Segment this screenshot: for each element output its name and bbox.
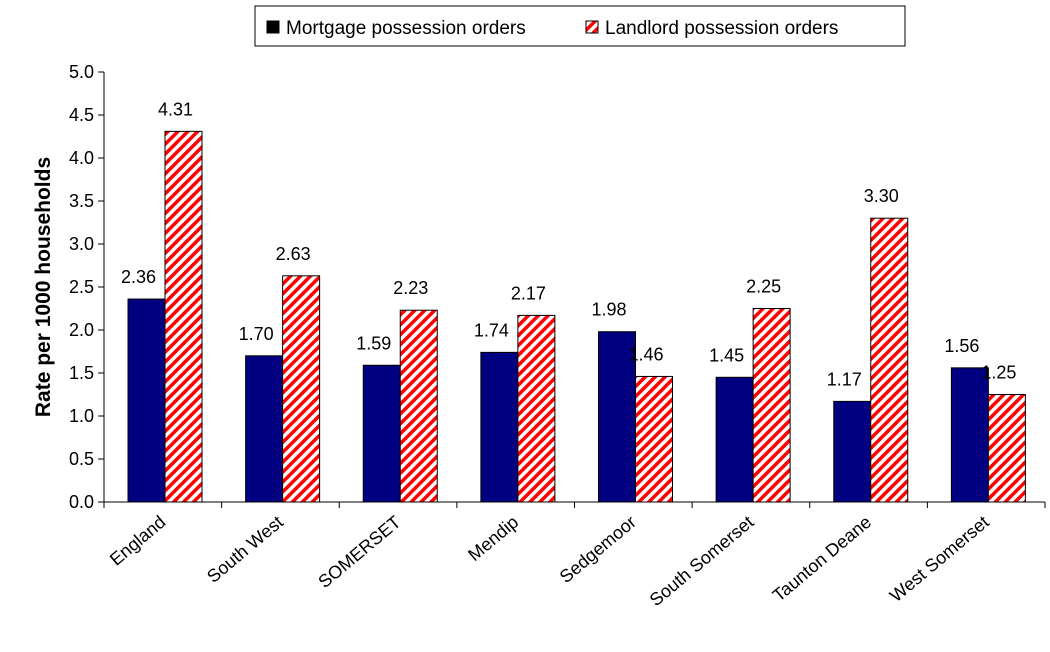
- bar-mortgage: [833, 400, 872, 503]
- bar-landlord: [870, 217, 909, 503]
- data-label: 2.17: [511, 283, 546, 303]
- y-tick-label: 0.0: [69, 492, 94, 512]
- y-tick-label: 5.0: [69, 62, 94, 82]
- data-label: 1.59: [356, 333, 391, 353]
- bar-mortgage: [362, 364, 401, 503]
- bar-mortgage: [950, 367, 989, 503]
- bar-mortgage: [715, 376, 754, 503]
- category-label: West Somerset: [886, 512, 993, 606]
- bar-landlord: [282, 275, 321, 503]
- bar-landlord: [752, 308, 791, 503]
- bar-mortgage: [245, 355, 284, 503]
- data-label: 1.74: [474, 320, 509, 340]
- bar-mortgage: [598, 331, 636, 503]
- y-tick-label: 0.5: [69, 449, 94, 469]
- data-label: 4.31: [158, 99, 193, 119]
- plot-area: 0.0 0.5 1.0 1.5 2.0 2.5 3.0 3.5 4.0 4.5 5.0 2.36 4.3…: [69, 62, 1046, 610]
- data-label: 1.25: [981, 363, 1016, 383]
- data-label: 1.46: [628, 344, 663, 364]
- category-label: England: [106, 512, 169, 570]
- bar-mortgage: [127, 298, 166, 503]
- data-label: 1.56: [944, 336, 979, 356]
- bar-landlord: [164, 130, 203, 503]
- bar-landlord: [987, 394, 1026, 503]
- data-label: 2.36: [121, 267, 156, 287]
- data-label: 3.30: [864, 186, 899, 206]
- bar-landlord: [399, 309, 438, 503]
- category-label: South West: [203, 512, 287, 587]
- chart-legend: Mortgage possession orders Landlord poss…: [254, 5, 906, 47]
- data-label: 2.63: [276, 244, 311, 264]
- legend-label-landlord: Landlord possession orders: [605, 18, 838, 39]
- y-axis-title: Rate per 1000 households: [32, 157, 55, 417]
- legend-swatch-mortgage: [266, 20, 280, 34]
- bar-landlord: [517, 314, 556, 503]
- bar-landlord: [635, 375, 673, 503]
- y-tick-label: 1.5: [69, 363, 94, 383]
- category-label: Taunton Deane: [769, 512, 875, 606]
- y-tick-label: 4.5: [69, 105, 94, 125]
- category-label: South Somerset: [646, 512, 758, 610]
- data-label: 1.98: [591, 300, 626, 320]
- y-tick-label: 2.0: [69, 320, 94, 340]
- y-tick-label: 3.0: [69, 234, 94, 254]
- legend-label-mortgage: Mortgage possession orders: [286, 18, 526, 39]
- category-label: Mendip: [464, 512, 522, 565]
- y-tick-label: 1.0: [69, 406, 94, 426]
- legend-swatch-landlord: [585, 20, 599, 34]
- category-label: SOMERSET: [314, 512, 404, 592]
- category-label: Sedgemoor: [556, 512, 640, 587]
- y-tick-label: 4.0: [69, 148, 94, 168]
- y-tick-label: 3.5: [69, 191, 94, 211]
- data-label: 2.25: [746, 277, 781, 297]
- data-label: 2.23: [393, 278, 428, 298]
- data-label: 1.17: [827, 369, 862, 389]
- y-tick-label: 2.5: [69, 277, 94, 297]
- data-label: 1.45: [709, 345, 744, 365]
- bar-mortgage: [480, 351, 519, 503]
- data-label: 1.70: [239, 324, 274, 344]
